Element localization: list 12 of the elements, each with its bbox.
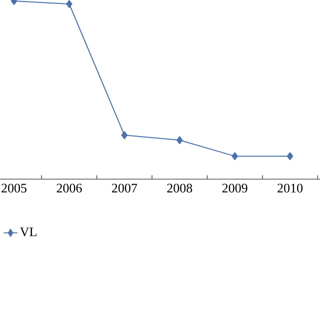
x-tick-label: 2010 [278,184,303,193]
x-tick-label: 2009 [222,184,248,193]
x-tick-label: 2008 [167,184,192,193]
point [232,152,238,160]
x-tick-label: 2005 [2,184,27,193]
point [66,0,72,8]
x-tick-label: 2006 [56,184,82,193]
legend-label: VL [20,228,36,236]
point [176,136,183,144]
x-tick-label: 2007 [112,184,138,193]
point [286,152,294,160]
point [121,131,128,140]
